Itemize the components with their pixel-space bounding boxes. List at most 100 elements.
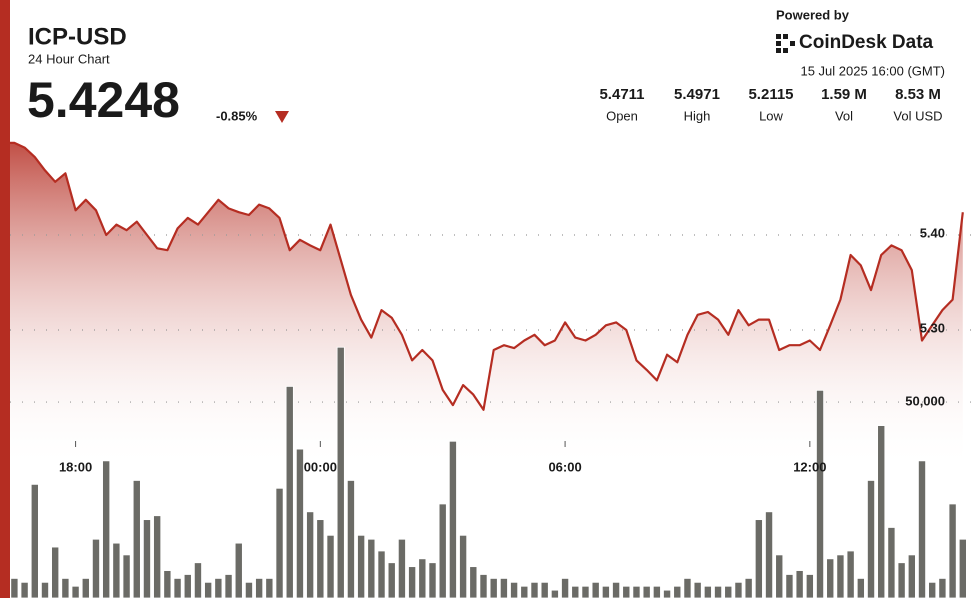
volume-bar — [81, 578, 90, 598]
volume-bar — [336, 346, 345, 598]
volume-bar — [489, 578, 498, 598]
volume-bar — [530, 581, 539, 598]
volume-bar — [285, 386, 294, 598]
volume-bar — [520, 585, 529, 598]
volume-bar — [652, 585, 661, 598]
volume-bar — [102, 460, 111, 598]
volume-bar — [550, 589, 559, 598]
stat-label: Vol USD — [893, 108, 942, 123]
volume-bar — [408, 566, 417, 598]
volume-bar — [173, 578, 182, 598]
volume-bar — [836, 554, 845, 598]
volume-bar — [683, 578, 692, 598]
volume-bar — [765, 511, 774, 598]
timestamp: 15 Jul 2025 16:00 (GMT) — [800, 63, 945, 78]
volume-bar — [234, 542, 243, 598]
volume-bar — [387, 562, 396, 598]
volume-bar — [632, 585, 641, 598]
volume-bar — [214, 578, 223, 598]
volume-bar — [887, 527, 896, 598]
label-layer: 5.40 5.30 50,000 18:00 00:00 06:00 12:00 — [59, 225, 945, 474]
volume-bar — [163, 570, 172, 598]
volume-bar — [357, 534, 366, 598]
volume-bar — [703, 585, 712, 598]
volume-bar — [316, 519, 325, 598]
volume-bar — [265, 578, 274, 598]
volume-bar — [938, 578, 947, 598]
volume-bar — [928, 581, 937, 598]
volume-bar — [193, 562, 202, 598]
volume-bar — [91, 538, 100, 598]
x-tick-label: 00:00 — [304, 459, 337, 474]
volume-bar — [255, 578, 264, 598]
volume-bar — [805, 574, 814, 598]
volume-bar — [183, 574, 192, 598]
plot-area: 5.40 5.30 50,000 18:00 00:00 06:00 12:00 — [0, 141, 973, 598]
volume-bar — [418, 558, 427, 598]
stat-value: 8.53 M — [895, 86, 941, 103]
volume-bar — [867, 480, 876, 598]
down-arrow — [275, 111, 289, 123]
volume-bar — [826, 558, 835, 598]
volume-bar — [479, 574, 488, 598]
x-tick-label: 18:00 — [59, 459, 92, 474]
volume-bar — [714, 585, 723, 598]
volume-bar — [30, 483, 39, 598]
volume-bar — [61, 578, 70, 598]
volume-bar — [958, 538, 967, 598]
volume-bar — [142, 519, 151, 598]
volume-bar — [795, 570, 804, 598]
volume-bar — [581, 585, 590, 598]
volume-bar — [785, 574, 794, 598]
volume-bar — [204, 581, 213, 598]
volume-bar — [306, 511, 315, 598]
brand-icon — [776, 34, 795, 53]
stat-value: 5.4971 — [674, 86, 720, 103]
area-layer — [0, 142, 963, 598]
brand: CoinDesk Data — [799, 32, 934, 53]
stat-value: 1.59 M — [821, 86, 867, 103]
volume-bar — [724, 585, 733, 598]
volume-bar — [856, 578, 865, 598]
subtitle: 24 Hour Chart — [28, 51, 110, 66]
price-area — [0, 142, 963, 598]
price-line — [0, 141, 964, 411]
volume-bar — [693, 581, 702, 598]
volume-bar — [469, 566, 478, 598]
volume-bar — [571, 585, 580, 598]
stat-label: Vol — [835, 108, 853, 123]
volume-bar — [663, 589, 672, 598]
volume-bar — [561, 578, 570, 598]
volume-bar — [397, 538, 406, 598]
change: -0.85% — [216, 108, 258, 123]
volume-bar — [612, 581, 621, 598]
x-tick-label: 06:00 — [548, 459, 581, 474]
volume-bar — [295, 448, 304, 598]
volume-bar — [428, 562, 437, 598]
volume-bar — [540, 581, 549, 598]
title: ICP-USD — [28, 23, 127, 50]
volume-bar — [734, 581, 743, 598]
volume-bar — [499, 578, 508, 598]
volume-bar — [20, 581, 29, 598]
volume-bar — [846, 550, 855, 598]
volume-bar — [591, 581, 600, 598]
volume-bar — [122, 554, 131, 598]
x-tick-label: 12:00 — [793, 459, 826, 474]
volume-bar — [10, 578, 19, 598]
volume-bar — [367, 538, 376, 598]
stat-label: Low — [759, 108, 783, 123]
volume-bar — [918, 460, 927, 598]
volume-bar — [377, 550, 386, 598]
volume-bar — [642, 585, 651, 598]
stats: 5.4711 Open 5.4971 High 5.2115 Low 1.59 M Vol 8.… — [599, 86, 942, 123]
volume-bar — [153, 515, 162, 598]
line-layer — [0, 141, 964, 411]
volume-bar — [510, 581, 519, 598]
volume-bar — [438, 503, 447, 598]
stat-label: High — [684, 108, 711, 123]
accent-bar — [0, 0, 10, 598]
stat-value: 5.4711 — [599, 86, 644, 103]
volume-bar — [897, 562, 906, 598]
